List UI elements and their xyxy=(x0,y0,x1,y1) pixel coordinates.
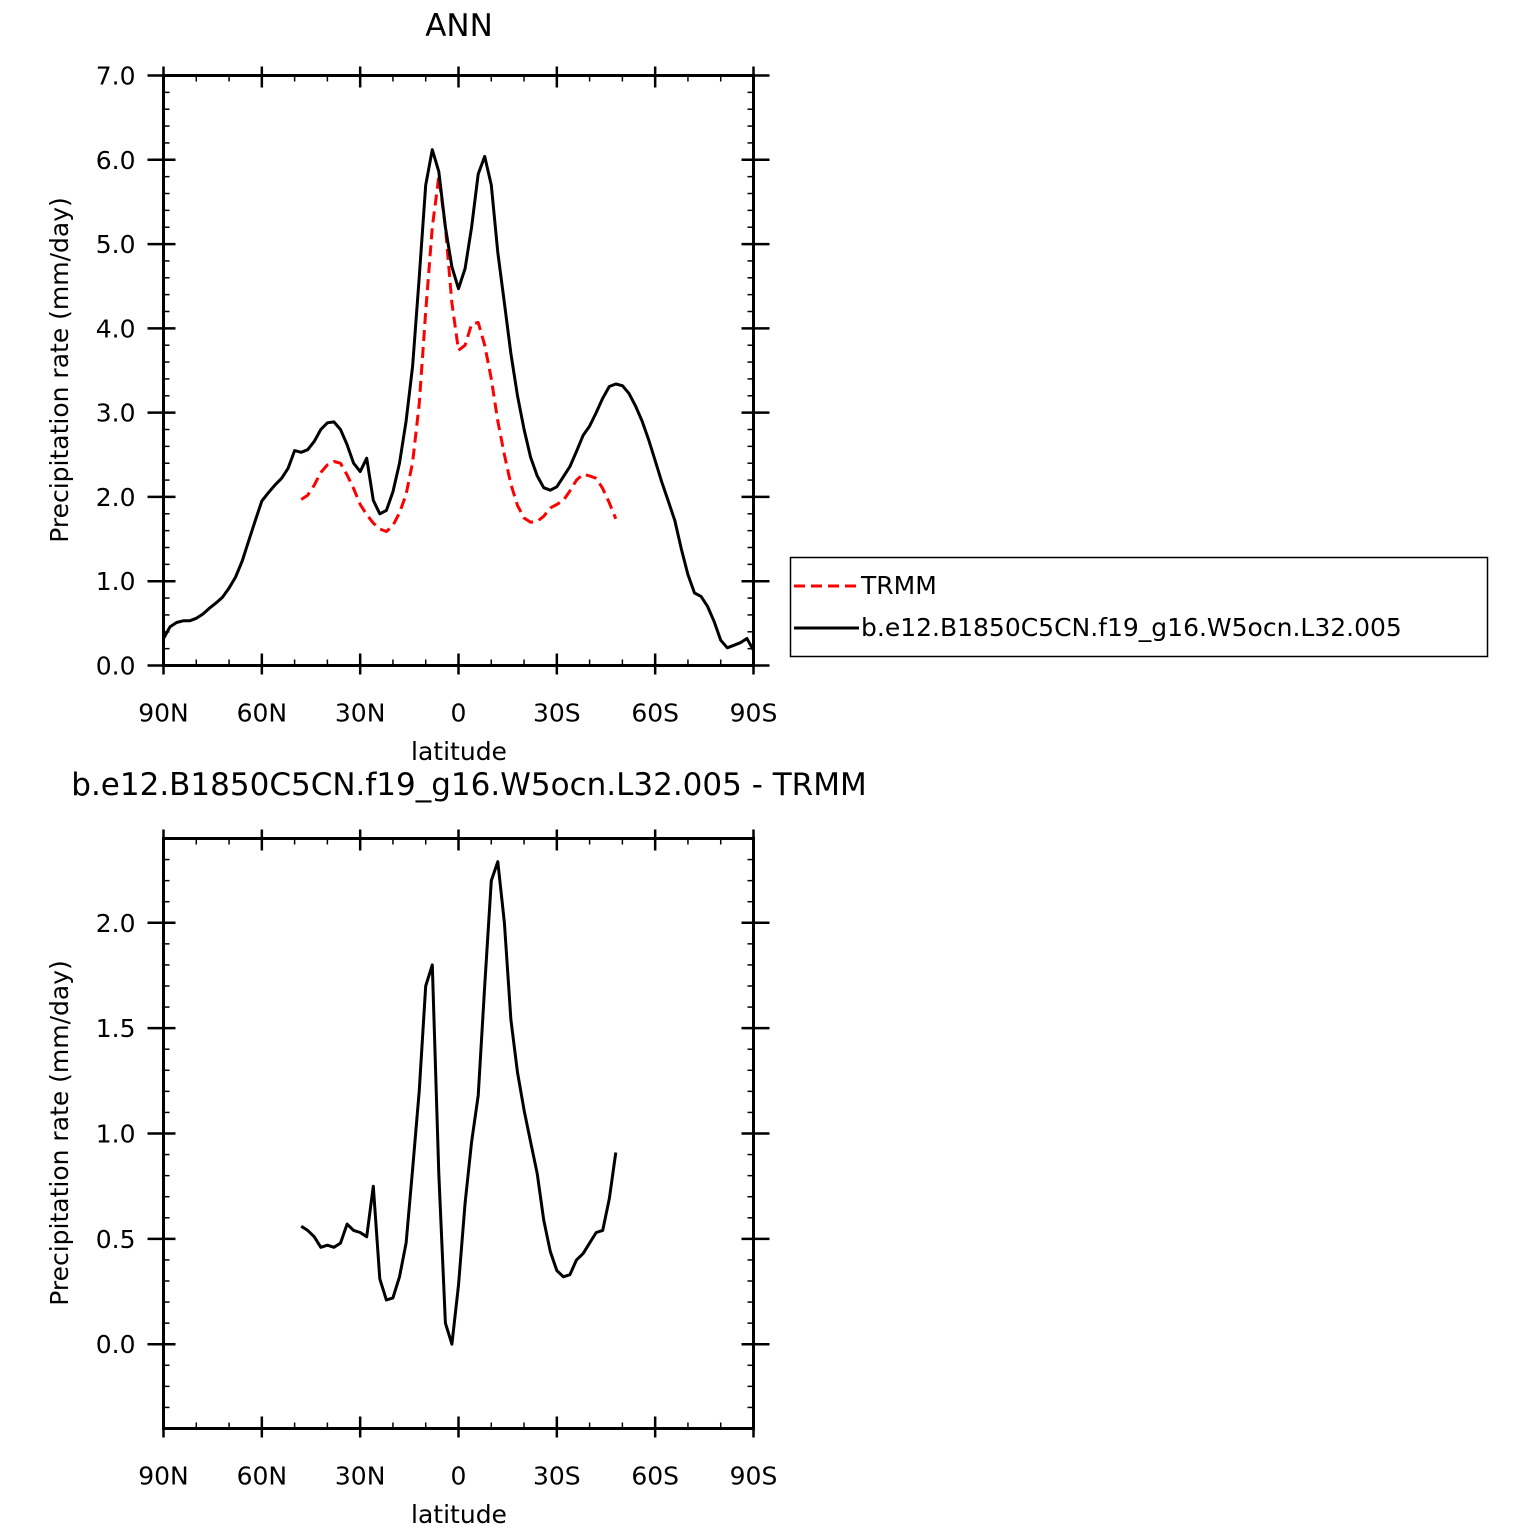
legend-box xyxy=(789,556,1489,658)
difference-line xyxy=(300,860,618,1346)
x-tick-label: 30S xyxy=(533,699,581,728)
top-y-axis-label: Precipitation rate (mm/day) xyxy=(45,197,74,543)
top-series xyxy=(162,148,755,652)
x-tick-label: 0 xyxy=(451,699,467,728)
bottom-y-axis-label: Precipitation rate (mm/day) xyxy=(45,960,74,1306)
y-tick-label: 1.0 xyxy=(96,1120,136,1149)
x-tick-label: 60S xyxy=(631,699,679,728)
x-tick-label: 90N xyxy=(138,1462,189,1491)
bottom-plot-frame xyxy=(162,837,755,1430)
top-chart-title: ANN xyxy=(425,8,493,44)
y-tick-label: 2.0 xyxy=(96,483,136,512)
series-line-model xyxy=(162,148,755,652)
series-line-trmm xyxy=(300,175,618,533)
x-tick-label: 90S xyxy=(730,1462,778,1491)
top-plot-frame xyxy=(162,74,755,667)
x-tick-label: 0 xyxy=(451,1462,467,1491)
top-x-tick-labels: 90N 60N 30N 0 30S 60S 90S xyxy=(138,699,777,728)
top-panel: ANN 90N 60N 30N 0 30S 60S 90S 0.0 1.0 2.0 3.0 4.0 5… xyxy=(45,8,1489,766)
y-tick-label: 1.5 xyxy=(96,1014,136,1043)
y-tick-label: 5.0 xyxy=(96,230,136,259)
x-tick-label: 30N xyxy=(335,1462,386,1491)
y-tick-label: 6.0 xyxy=(96,146,136,175)
x-tick-label: 60N xyxy=(237,1462,288,1491)
bottom-y-tick-labels: 0.0 0.5 1.0 1.5 2.0 xyxy=(96,909,136,1359)
bottom-chart-title: b.e12.B1850C5CN.f19_g16.W5ocn.L32.005 - … xyxy=(71,767,866,803)
x-tick-label: 60S xyxy=(631,1462,679,1491)
top-ticks xyxy=(147,66,770,675)
y-tick-label: 1.0 xyxy=(96,567,136,596)
bottom-ticks xyxy=(147,829,770,1438)
x-tick-label: 30N xyxy=(335,699,386,728)
bottom-panel: b.e12.B1850C5CN.f19_g16.W5ocn.L32.005 - … xyxy=(45,767,867,1529)
top-x-axis-label: latitude xyxy=(411,737,507,766)
y-tick-label: 4.0 xyxy=(96,314,136,343)
x-tick-label: 90N xyxy=(138,699,189,728)
legend: TRMM b.e12.B1850C5CN.f19_g16.W5ocn.L32.0… xyxy=(789,556,1489,658)
x-tick-label: 90S xyxy=(730,699,778,728)
y-tick-label: 0.0 xyxy=(96,652,136,681)
y-tick-label: 2.0 xyxy=(96,909,136,938)
y-tick-label: 7.0 xyxy=(96,62,136,91)
bottom-x-axis-label: latitude xyxy=(411,1500,507,1529)
bottom-series xyxy=(300,860,618,1346)
x-tick-label: 30S xyxy=(533,1462,581,1491)
y-tick-label: 0.5 xyxy=(96,1225,136,1254)
top-y-tick-labels: 0.0 1.0 2.0 3.0 4.0 5.0 6.0 7.0 xyxy=(96,62,136,681)
x-tick-label: 60N xyxy=(237,699,288,728)
legend-label-model: b.e12.B1850C5CN.f19_g16.W5ocn.L32.005 xyxy=(861,613,1402,642)
legend-label-trmm: TRMM xyxy=(860,571,937,600)
bottom-x-tick-labels: 90N 60N 30N 0 30S 60S 90S xyxy=(138,1462,777,1491)
y-tick-label: 3.0 xyxy=(96,399,136,428)
y-tick-label: 0.0 xyxy=(96,1330,136,1359)
